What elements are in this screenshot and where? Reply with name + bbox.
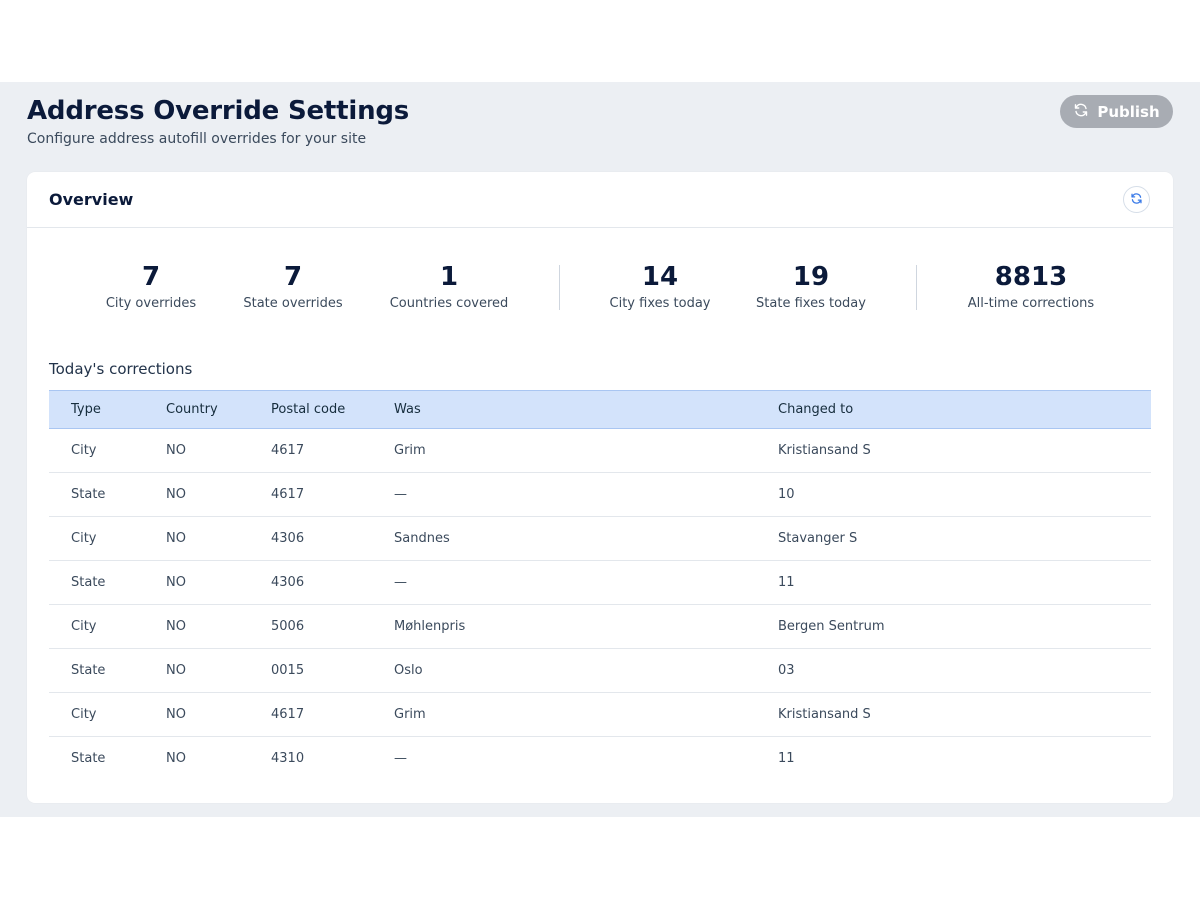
table-row: State NO 4617 — 10 xyxy=(49,473,1151,517)
cell-was: Møhlenpris xyxy=(394,619,466,634)
publish-label: Publish xyxy=(1097,102,1160,121)
stat-divider xyxy=(559,265,560,310)
cell-postal-code: 5006 xyxy=(271,619,305,634)
stat-label: City overrides xyxy=(105,296,197,311)
cell-changed-to: 03 xyxy=(778,663,795,678)
cell-postal-code: 4617 xyxy=(271,707,305,722)
cell-changed-to: 11 xyxy=(778,575,795,590)
cell-country: NO xyxy=(166,531,186,546)
table-row: State NO 4306 — 11 xyxy=(49,561,1151,605)
page-subtitle: Configure address autofill overrides for… xyxy=(27,131,367,147)
cell-type: City xyxy=(71,531,97,546)
cell-changed-to: Stavanger S xyxy=(778,531,858,546)
cell-postal-code: 4617 xyxy=(271,443,305,458)
cell-changed-to: 11 xyxy=(778,751,795,766)
stat-state-overrides: 7 State overrides xyxy=(243,260,342,311)
table-row: City NO 4617 Grim Kristiansand S xyxy=(49,693,1151,737)
cell-was: — xyxy=(394,751,407,766)
stat-divider xyxy=(916,265,917,310)
stat-city-overrides: 7 City overrides xyxy=(106,260,196,311)
cell-country: NO xyxy=(166,619,186,634)
column-header-postal-code: Postal code xyxy=(271,402,346,417)
cell-country: NO xyxy=(166,487,186,502)
cell-postal-code: 4617 xyxy=(271,487,305,502)
cell-was: Oslo xyxy=(394,663,423,678)
cell-country: NO xyxy=(166,707,186,722)
cell-type: City xyxy=(71,619,97,634)
stat-city-fixes-today: 14 City fixes today xyxy=(610,260,711,311)
column-header-changed-to: Changed to xyxy=(778,402,854,417)
cell-was: Sandnes xyxy=(394,531,450,546)
cell-changed-to: Kristiansand S xyxy=(778,707,871,722)
overview-card: Overview 7 City overrides 7 State overri… xyxy=(27,172,1173,803)
stat-label: State fixes today xyxy=(756,296,866,311)
cell-type: State xyxy=(71,487,106,502)
stat-all-time-corrections: 8813 All-time corrections xyxy=(968,260,1094,311)
cell-type: City xyxy=(71,707,97,722)
stat-value: 8813 xyxy=(994,262,1068,292)
cell-postal-code: 0015 xyxy=(271,663,305,678)
cell-was: Grim xyxy=(394,443,426,458)
stat-label: State overrides xyxy=(243,296,343,311)
cell-postal-code: 4306 xyxy=(271,531,305,546)
refresh-icon xyxy=(1073,102,1089,122)
corrections-title: Today's corrections xyxy=(49,360,193,378)
table-row: State NO 0015 Oslo 03 xyxy=(49,649,1151,693)
corrections-table: Type Country Postal code Was Changed to … xyxy=(49,390,1151,781)
cell-was: — xyxy=(394,487,407,502)
cell-country: NO xyxy=(166,751,186,766)
cell-postal-code: 4310 xyxy=(271,751,305,766)
card-header: Overview xyxy=(27,172,1173,228)
overview-title: Overview xyxy=(49,190,134,209)
column-header-was: Was xyxy=(394,402,421,417)
cell-was: — xyxy=(394,575,407,590)
column-header-country: Country xyxy=(166,402,218,417)
cell-type: State xyxy=(71,575,106,590)
cell-type: City xyxy=(71,443,97,458)
overview-refresh-button[interactable] xyxy=(1123,186,1150,213)
cell-type: State xyxy=(71,663,106,678)
stat-state-fixes-today: 19 State fixes today xyxy=(756,260,866,311)
cell-country: NO xyxy=(166,663,186,678)
cell-type: State xyxy=(71,751,106,766)
cell-country: NO xyxy=(166,575,186,590)
cell-changed-to: 10 xyxy=(778,487,795,502)
table-body: City NO 4617 Grim Kristiansand S State N… xyxy=(49,429,1151,781)
refresh-icon xyxy=(1130,190,1143,209)
cell-was: Grim xyxy=(394,707,426,722)
stat-value: 19 xyxy=(792,262,830,292)
table-header: Type Country Postal code Was Changed to xyxy=(49,390,1151,429)
table-row: City NO 4306 Sandnes Stavanger S xyxy=(49,517,1151,561)
column-header-type: Type xyxy=(71,402,101,417)
page-title: Address Override Settings xyxy=(27,96,410,126)
stat-label: All-time corrections xyxy=(967,296,1095,311)
table-row: City NO 5006 Møhlenpris Bergen Sentrum xyxy=(49,605,1151,649)
cell-country: NO xyxy=(166,443,186,458)
stat-value: 1 xyxy=(439,262,459,292)
stat-label: Countries covered xyxy=(389,296,509,311)
cell-changed-to: Bergen Sentrum xyxy=(778,619,885,634)
stat-label: City fixes today xyxy=(609,296,711,311)
cell-postal-code: 4306 xyxy=(271,575,305,590)
stat-value: 7 xyxy=(283,262,303,292)
stat-value: 7 xyxy=(141,262,161,292)
stat-countries-covered: 1 Countries covered xyxy=(390,260,509,311)
cell-changed-to: Kristiansand S xyxy=(778,443,871,458)
table-row: State NO 4310 — 11 xyxy=(49,737,1151,781)
stat-value: 14 xyxy=(641,262,679,292)
publish-button[interactable]: Publish xyxy=(1060,95,1173,128)
table-row: City NO 4617 Grim Kristiansand S xyxy=(49,429,1151,473)
